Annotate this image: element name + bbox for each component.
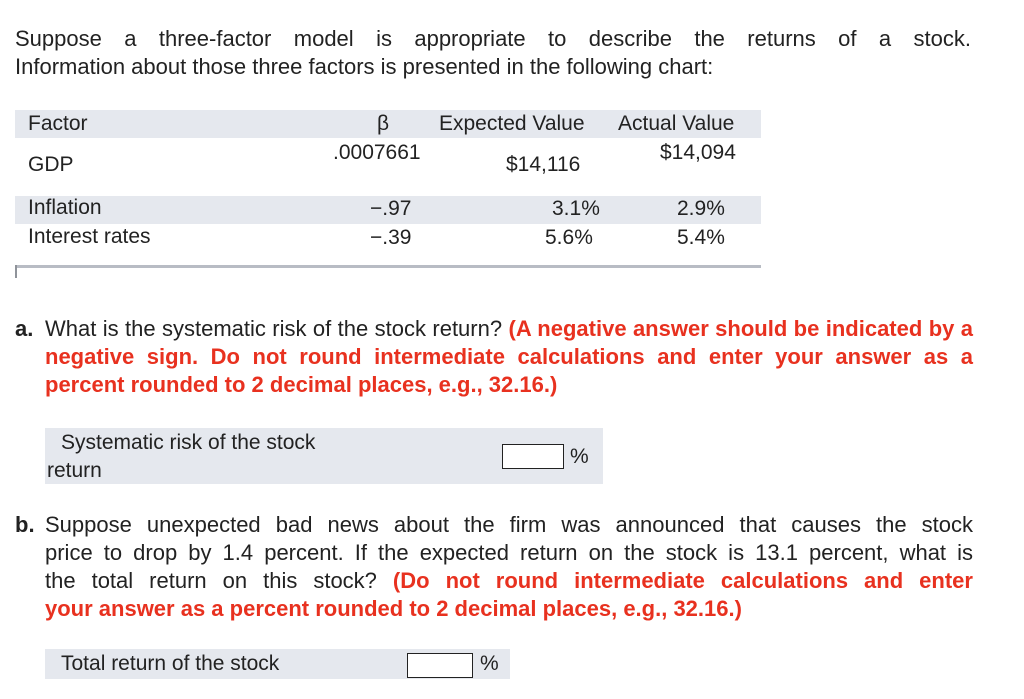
question-a-instruction: (A negative answer should be indicated b… bbox=[45, 316, 973, 397]
factor-table: Factor β Expected Value Actual Value GDP… bbox=[15, 110, 761, 278]
table-cell-factor: Inflation bbox=[28, 196, 102, 219]
field-label-a: Systematic risk of the stock return bbox=[47, 429, 315, 485]
question-b-body: Suppose unexpected bad news about the fi… bbox=[15, 511, 973, 623]
table-cell-beta: −.39 bbox=[370, 226, 412, 249]
question-b-line-3: the total return on this stock? (Do not … bbox=[45, 567, 973, 595]
question-b-line-1: Suppose unexpected bad news about the fi… bbox=[45, 512, 973, 537]
intro-line-1: Suppose a three-factor model is appropri… bbox=[15, 26, 971, 51]
question-b-instruction-end: your answer as a percent rounded to 2 de… bbox=[45, 596, 742, 621]
unit-percent-b: % bbox=[480, 652, 499, 675]
table-cell-expected: 3.1% bbox=[552, 197, 600, 220]
header-expected: Expected Value bbox=[439, 112, 585, 135]
header-beta: β bbox=[377, 112, 390, 135]
intro-paragraph: Suppose a three-factor model is appropri… bbox=[15, 25, 971, 81]
table-bottom-tick bbox=[15, 265, 17, 278]
field-label-a-line-1: Systematic risk of the stock bbox=[61, 431, 316, 454]
table-cell-beta: −.97 bbox=[370, 197, 412, 220]
systematic-risk-input[interactable] bbox=[502, 444, 564, 469]
header-factor: Factor bbox=[28, 112, 88, 135]
table-cell-beta: .0007661 bbox=[333, 141, 421, 164]
question-b-text-end: the total return on this stock? bbox=[45, 568, 377, 593]
question-b-line-2: price to drop by 1.4 percent. If the exp… bbox=[45, 540, 973, 565]
question-a-letter: a. bbox=[15, 316, 34, 341]
intro-line-2: Information about those three factors is… bbox=[15, 54, 714, 79]
table-cell-factor: Interest rates bbox=[28, 225, 151, 248]
question-a: a. What is the systematic risk of the st… bbox=[15, 315, 973, 399]
unit-percent-a: % bbox=[570, 445, 589, 468]
table-bottom-rule bbox=[15, 265, 761, 268]
table-cell-actual: 5.4% bbox=[677, 226, 725, 249]
table-header-band bbox=[15, 110, 761, 138]
field-label-b: Total return of the stock bbox=[61, 652, 280, 675]
question-b: b. Suppose unexpected bad news about the… bbox=[15, 511, 973, 623]
table-cell-actual: 2.9% bbox=[677, 197, 725, 220]
table-cell-expected: 5.6% bbox=[545, 226, 593, 249]
table-cell-expected: $14,116 bbox=[506, 153, 581, 176]
header-actual: Actual Value bbox=[618, 112, 735, 135]
table-cell-factor: GDP bbox=[28, 153, 74, 176]
total-return-input[interactable] bbox=[407, 653, 473, 678]
table-cell-actual: $14,094 bbox=[660, 141, 736, 164]
question-b-letter: b. bbox=[15, 512, 35, 537]
question-a-text: What is the systematic risk of the stock… bbox=[45, 316, 503, 341]
question-b-instruction-start: (Do not round intermediate calculations … bbox=[392, 568, 973, 593]
table-row-band bbox=[15, 196, 761, 224]
question-a-body: What is the systematic risk of the stock… bbox=[15, 315, 973, 399]
field-label-a-line-2: return bbox=[47, 459, 102, 482]
